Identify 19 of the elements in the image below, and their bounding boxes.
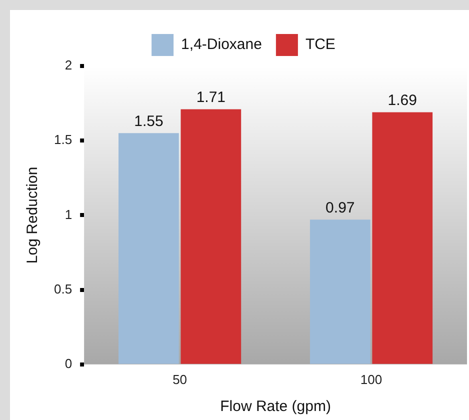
bar xyxy=(118,133,179,364)
data-label: 1.55 xyxy=(134,112,164,130)
data-label: 0.97 xyxy=(326,199,355,216)
y-tick-label: 1 xyxy=(64,206,72,222)
y-tick-label: 0.5 xyxy=(54,281,72,296)
x-tick-label: 50 xyxy=(172,372,188,387)
bar xyxy=(180,109,242,364)
legend-label: 1,4-Dioxane xyxy=(181,36,262,54)
y-tick-label: 2 xyxy=(64,58,72,73)
bar xyxy=(372,112,433,364)
x-tick-label: 100 xyxy=(360,372,382,387)
data-label: 1.69 xyxy=(388,92,417,109)
y-tick-label: 0 xyxy=(64,356,72,371)
bar xyxy=(310,220,370,364)
legend-label: TCE xyxy=(305,36,336,54)
y-axis-title: Log Reduction xyxy=(24,166,42,264)
y-tick-label: 1.5 xyxy=(54,132,72,148)
x-axis-title: Flow Rate (gpm) xyxy=(220,398,331,416)
data-label: 1.71 xyxy=(196,88,226,106)
